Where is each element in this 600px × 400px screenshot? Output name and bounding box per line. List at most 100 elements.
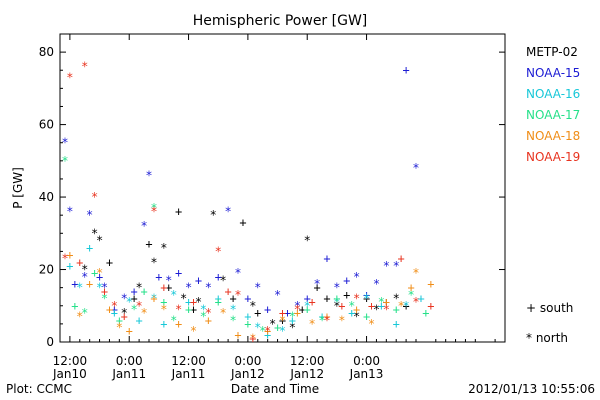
footer-credit: Plot: CCMC (6, 382, 72, 396)
data-point: * (116, 321, 123, 335)
data-point: * (121, 306, 128, 320)
data-point: * (402, 299, 409, 313)
data-point: + (86, 277, 93, 291)
data-point: * (309, 317, 316, 331)
marker-legend-entry: + south (526, 301, 573, 315)
data-point: * (96, 266, 103, 280)
data-point: * (91, 226, 98, 240)
data-point: * (224, 205, 231, 219)
data-point: * (407, 288, 414, 302)
data-point: + (274, 321, 281, 335)
data-point: * (373, 302, 380, 316)
data-point: + (244, 292, 251, 306)
data-point: + (313, 281, 320, 295)
data-point: + (135, 313, 142, 327)
data-point: * (91, 190, 98, 204)
data-point: + (417, 292, 424, 306)
data-point: + (309, 295, 316, 309)
data-point: + (185, 302, 192, 316)
legend-entry: METP-02 (526, 45, 578, 59)
x-tick-date: Jan11 (171, 367, 206, 381)
data-point: * (86, 208, 93, 222)
data-point: + (66, 259, 73, 273)
data-point: + (427, 299, 434, 313)
data-point: * (249, 331, 256, 345)
data-point: * (200, 310, 207, 324)
data-point: * (81, 306, 88, 320)
data-point: * (190, 324, 197, 338)
data-point: + (205, 313, 212, 327)
data-point: * (101, 292, 108, 306)
data-point: * (318, 313, 325, 327)
data-point: + (234, 328, 241, 342)
data-point: + (215, 295, 222, 309)
data-point: + (279, 306, 286, 320)
data-point: * (234, 266, 241, 280)
data-point: * (126, 295, 133, 309)
data-point: * (66, 205, 73, 219)
data-point: * (76, 310, 83, 324)
data-point: * (259, 324, 266, 338)
data-point: + (323, 310, 330, 324)
data-point: + (101, 284, 108, 298)
data-point: + (284, 306, 291, 320)
plot-frame (59, 33, 506, 343)
data-point: * (412, 266, 419, 280)
data-point: + (244, 317, 251, 331)
y-tick-label: 80 (39, 45, 54, 59)
data-point: + (71, 277, 78, 291)
data-point: * (131, 302, 138, 316)
data-point: * (81, 270, 88, 284)
data-point: * (264, 324, 271, 338)
data-point: * (145, 168, 152, 182)
data-point: * (111, 299, 118, 313)
data-point: * (353, 310, 360, 324)
data-point: + (224, 284, 231, 298)
data-point: * (150, 205, 157, 219)
legend-entry: NOAA-17 (526, 108, 580, 122)
data-point: * (353, 292, 360, 306)
data-point: * (398, 299, 405, 313)
data-point: + (299, 302, 306, 316)
data-point: + (229, 292, 236, 306)
data-point: * (333, 299, 340, 313)
data-point: + (422, 306, 429, 320)
data-point: + (398, 252, 405, 266)
data-point: + (363, 310, 370, 324)
data-point: * (368, 317, 375, 331)
data-point: + (254, 306, 261, 320)
data-point: * (185, 281, 192, 295)
data-point: * (373, 277, 380, 291)
data-point: + (353, 302, 360, 316)
data-point: + (323, 252, 330, 266)
y-tick-label: 40 (39, 190, 54, 204)
data-point: * (383, 302, 390, 316)
footer-timestamp: 2012/01/13 10:55:06 (468, 382, 595, 396)
data-point: + (304, 292, 311, 306)
x-tick-time: 12:00 (290, 354, 325, 368)
series-legend: METP-02 NOAA-15 NOAA-16 NOAA-17 NOAA-18 NOAA-… (526, 45, 580, 164)
x-tick-time: 0:00 (234, 354, 261, 368)
data-point: * (323, 313, 330, 327)
data-point: + (239, 215, 246, 229)
x-tick-date: Jan12 (289, 367, 324, 381)
x-tick-time: 0:00 (353, 354, 380, 368)
legend-entry: NOAA-15 (526, 66, 580, 80)
data-point: + (338, 299, 345, 313)
data-point: + (363, 292, 370, 306)
x-tick-date: Jan11 (111, 367, 146, 381)
data-point: + (264, 302, 271, 316)
x-tick-time: 0:00 (116, 354, 143, 368)
data-point: * (180, 292, 187, 306)
data-point: * (160, 302, 167, 316)
data-point: + (91, 266, 98, 280)
data-point: * (304, 234, 311, 248)
data-point: * (279, 324, 286, 338)
data-point: + (383, 295, 390, 309)
data-point: + (165, 281, 172, 295)
data-point: * (229, 302, 236, 316)
chart-title: Hemispheric Power [GW] (193, 13, 368, 29)
data-point: + (106, 302, 113, 316)
x-axis: 12:00Jan100:00Jan1112:00Jan110:00Jan1212… (52, 34, 506, 381)
data-point: * (338, 313, 345, 327)
